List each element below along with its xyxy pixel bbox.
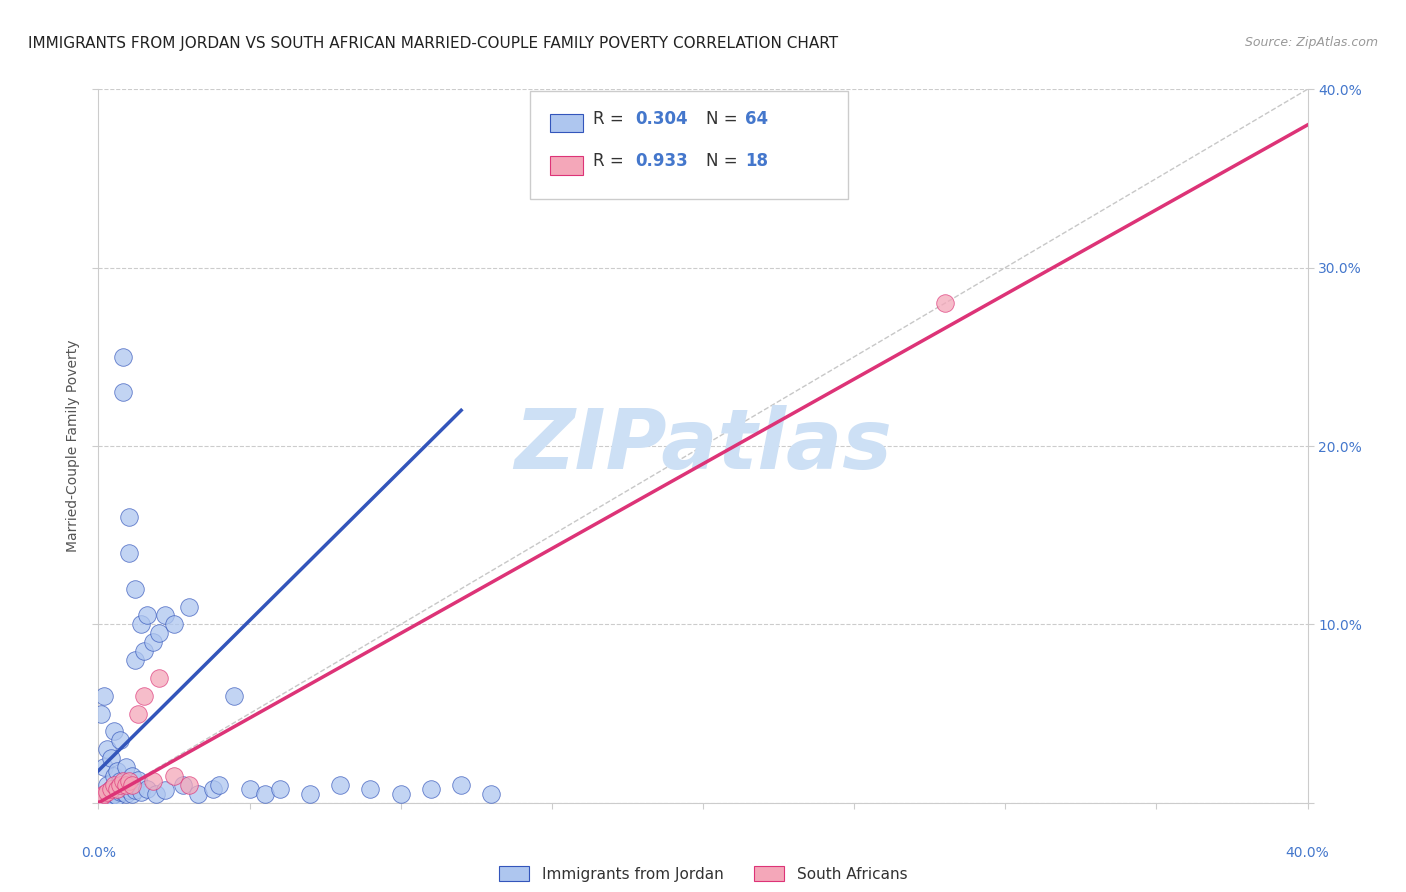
- Point: [93, 760, 115, 774]
- Point: [934, 296, 956, 310]
- Point: [163, 617, 186, 632]
- Point: [118, 774, 141, 789]
- Point: [142, 635, 165, 649]
- Point: [93, 787, 115, 801]
- Text: 40.0%: 40.0%: [1285, 846, 1330, 860]
- Point: [127, 772, 149, 787]
- Point: [450, 778, 472, 792]
- Text: 0.933: 0.933: [636, 153, 689, 170]
- Point: [481, 787, 503, 801]
- Point: [105, 781, 128, 796]
- Point: [360, 781, 382, 796]
- Point: [132, 689, 155, 703]
- Point: [172, 778, 194, 792]
- Point: [103, 769, 125, 783]
- Legend: Immigrants from Jordan, South Africans: Immigrants from Jordan, South Africans: [492, 860, 914, 888]
- Point: [121, 769, 143, 783]
- Point: [111, 774, 134, 789]
- Point: [224, 689, 246, 703]
- Point: [420, 781, 443, 796]
- Point: [103, 787, 125, 801]
- Point: [108, 733, 131, 747]
- Text: 0.0%: 0.0%: [82, 846, 115, 860]
- Point: [121, 778, 143, 792]
- Point: [96, 787, 118, 801]
- Point: [179, 599, 201, 614]
- Point: [124, 653, 146, 667]
- Point: [127, 706, 149, 721]
- Point: [103, 724, 125, 739]
- Point: [100, 781, 122, 796]
- Point: [100, 781, 122, 796]
- Point: [111, 385, 134, 400]
- Point: [148, 626, 170, 640]
- Point: [202, 781, 225, 796]
- Text: 64: 64: [745, 110, 768, 128]
- Point: [103, 787, 125, 801]
- Point: [114, 778, 136, 792]
- Point: [118, 783, 141, 797]
- Point: [269, 781, 291, 796]
- Point: [100, 789, 122, 803]
- Point: [93, 689, 115, 703]
- Point: [153, 608, 176, 623]
- Point: [108, 785, 131, 799]
- Point: [142, 774, 165, 789]
- Point: [118, 546, 141, 560]
- Point: [253, 787, 276, 801]
- Text: 18: 18: [745, 153, 768, 170]
- Point: [179, 778, 201, 792]
- Point: [135, 608, 157, 623]
- Text: N =: N =: [706, 110, 742, 128]
- Point: [96, 742, 118, 756]
- Point: [153, 783, 176, 797]
- Point: [121, 787, 143, 801]
- Point: [114, 760, 136, 774]
- Point: [299, 787, 322, 801]
- Point: [118, 510, 141, 524]
- Text: Source: ZipAtlas.com: Source: ZipAtlas.com: [1244, 36, 1378, 49]
- Point: [187, 787, 209, 801]
- Point: [329, 778, 352, 792]
- Point: [239, 781, 262, 796]
- Point: [96, 789, 118, 803]
- Point: [90, 706, 112, 721]
- Text: ZIPatlas: ZIPatlas: [515, 406, 891, 486]
- Point: [129, 617, 152, 632]
- Point: [100, 751, 122, 765]
- Point: [163, 769, 186, 783]
- Text: IMMIGRANTS FROM JORDAN VS SOUTH AFRICAN MARRIED-COUPLE FAMILY POVERTY CORRELATIO: IMMIGRANTS FROM JORDAN VS SOUTH AFRICAN …: [28, 36, 838, 51]
- Point: [389, 787, 412, 801]
- Point: [96, 785, 118, 799]
- Point: [145, 787, 167, 801]
- Point: [114, 778, 136, 792]
- Point: [208, 778, 231, 792]
- Point: [108, 778, 131, 792]
- Point: [114, 787, 136, 801]
- Point: [90, 790, 112, 805]
- Text: R =: R =: [593, 110, 630, 128]
- Point: [96, 778, 118, 792]
- Y-axis label: Married-Couple Family Poverty: Married-Couple Family Poverty: [66, 340, 80, 552]
- Text: R =: R =: [593, 153, 630, 170]
- Point: [148, 671, 170, 685]
- Point: [105, 789, 128, 803]
- Point: [124, 582, 146, 596]
- Point: [111, 350, 134, 364]
- Point: [124, 783, 146, 797]
- Point: [90, 790, 112, 805]
- Point: [105, 781, 128, 796]
- Point: [135, 781, 157, 796]
- Point: [103, 778, 125, 792]
- Point: [93, 790, 115, 805]
- Point: [108, 774, 131, 789]
- Point: [105, 764, 128, 778]
- Point: [129, 785, 152, 799]
- Text: N =: N =: [706, 153, 742, 170]
- Point: [132, 644, 155, 658]
- Text: 0.304: 0.304: [636, 110, 688, 128]
- Point: [111, 785, 134, 799]
